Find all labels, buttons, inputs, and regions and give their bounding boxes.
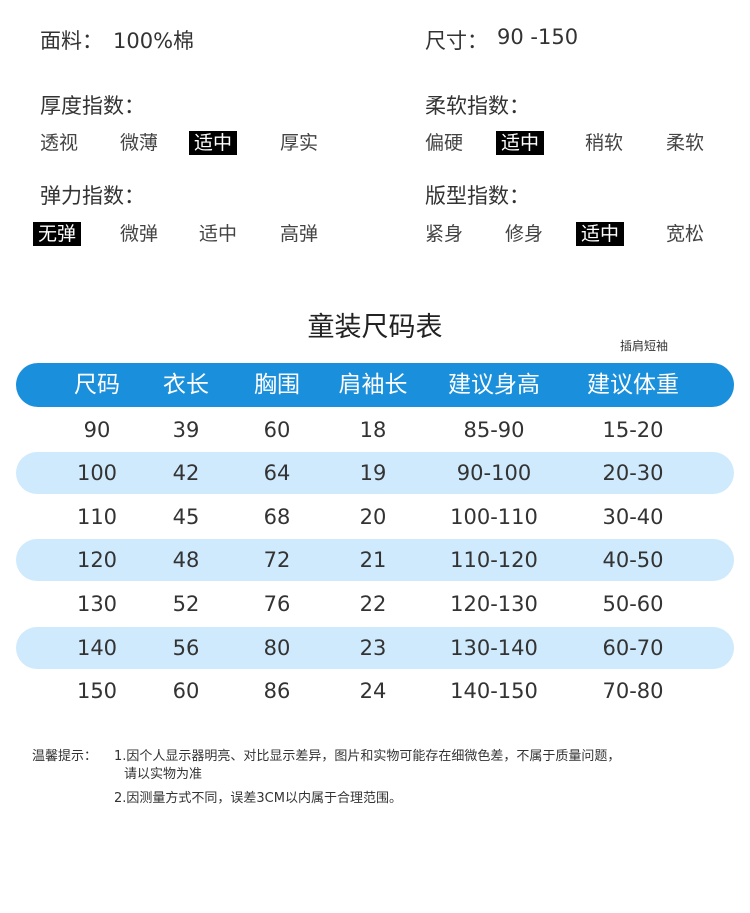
cell-chest: 68: [263, 505, 291, 529]
cell-weight: 60-70: [602, 636, 664, 660]
row-band: [16, 539, 734, 581]
header-length: 衣长: [163, 372, 209, 398]
fit-option-regular-selected: 适中: [576, 222, 625, 246]
cell-weight: 15-20: [602, 418, 664, 442]
softness-option-soft: 柔软: [666, 132, 705, 154]
header-chest: 胸围: [254, 372, 300, 398]
cell-chest: 76: [263, 592, 291, 616]
softness-label: 柔软指数：: [425, 94, 530, 118]
fit-option-tight: 紧身: [425, 223, 464, 245]
cell-weight: 70-80: [602, 679, 664, 703]
thickness-option-medium-selected: 适中: [189, 131, 238, 155]
cell-size: 120: [76, 548, 118, 572]
cell-chest: 86: [263, 679, 291, 703]
cell-weight: 20-30: [602, 461, 664, 485]
cell-chest: 72: [263, 548, 291, 572]
cell-size: 150: [76, 679, 118, 703]
cell-size: 140: [76, 636, 118, 660]
thickness-option-thick: 厚实: [280, 132, 319, 154]
cell-weight: 30-40: [602, 505, 664, 529]
elasticity-option-medium: 适中: [199, 223, 238, 245]
cell-weight: 50-60: [602, 592, 664, 616]
softness-option-slightly-soft: 稍软: [585, 132, 624, 154]
row-band: [16, 627, 734, 669]
cell-length: 39: [172, 418, 200, 442]
elasticity-option-none-selected: 无弹: [33, 222, 82, 246]
fit-option-loose: 宽松: [666, 223, 705, 245]
cell-size: 110: [76, 505, 118, 529]
thickness-label: 厚度指数：: [40, 94, 145, 118]
tips-line-2: 2.因测量方式不同，误差3CM以内属于合理范围。: [114, 791, 402, 806]
cell-weight: 40-50: [602, 548, 664, 572]
cell-length: 56: [172, 636, 200, 660]
cell-length: 42: [172, 461, 200, 485]
cell-length: 45: [172, 505, 200, 529]
sleeve-type-note: 插肩短袖: [620, 339, 669, 353]
cell-shoulder-sleeve: 18: [359, 418, 387, 442]
cell-height: 120-130: [450, 592, 538, 616]
header-suggested-weight: 建议体重: [587, 372, 679, 398]
cell-height: 90-100: [456, 461, 532, 485]
fabric-value: 100%棉: [113, 29, 195, 53]
cell-shoulder-sleeve: 23: [359, 636, 387, 660]
cell-length: 52: [172, 592, 200, 616]
header-size: 尺码: [74, 372, 120, 398]
cell-shoulder-sleeve: 22: [359, 592, 387, 616]
cell-size: 90: [83, 418, 111, 442]
size-label: 尺寸：: [425, 29, 488, 53]
row-band: [16, 452, 734, 494]
header-shoulder-sleeve: 肩袖长: [338, 372, 408, 398]
cell-height: 100-110: [450, 505, 538, 529]
table-header-bar: [16, 363, 734, 407]
cell-size: 100: [76, 461, 118, 485]
fit-option-slim: 修身: [505, 223, 544, 245]
fit-label: 版型指数：: [425, 184, 530, 208]
tips-label: 温馨提示：: [32, 749, 98, 764]
cell-size: 130: [76, 592, 118, 616]
thickness-option-thin: 微薄: [120, 132, 159, 154]
cell-height: 140-150: [450, 679, 538, 703]
size-table-title: 童装尺码表: [307, 312, 443, 343]
header-suggested-height: 建议身高: [448, 372, 540, 398]
cell-height: 110-120: [450, 548, 538, 572]
cell-chest: 60: [263, 418, 291, 442]
softness-option-hard: 偏硬: [425, 132, 464, 154]
cell-height: 85-90: [463, 418, 525, 442]
cell-height: 130-140: [450, 636, 538, 660]
cell-chest: 64: [263, 461, 291, 485]
cell-length: 60: [172, 679, 200, 703]
size-value: 90 -150: [497, 25, 579, 49]
cell-chest: 80: [263, 636, 291, 660]
softness-option-medium-selected: 适中: [496, 131, 545, 155]
tips-line-1: 1.因个人显示器明亮、对比显示差异，图片和实物可能存在细微色差，不属于质量问题，: [114, 749, 621, 764]
cell-length: 48: [172, 548, 200, 572]
cell-shoulder-sleeve: 21: [359, 548, 387, 572]
cell-shoulder-sleeve: 20: [359, 505, 387, 529]
fabric-label: 面料：: [40, 29, 103, 53]
elasticity-label: 弹力指数：: [40, 184, 145, 208]
thickness-option-see-through: 透视: [40, 132, 79, 154]
cell-shoulder-sleeve: 19: [359, 461, 387, 485]
elasticity-option-high: 高弹: [280, 223, 319, 245]
elasticity-option-slight: 微弹: [120, 223, 159, 245]
cell-shoulder-sleeve: 24: [359, 679, 387, 703]
tips-line-1-continued: 请以实物为准: [124, 767, 203, 782]
